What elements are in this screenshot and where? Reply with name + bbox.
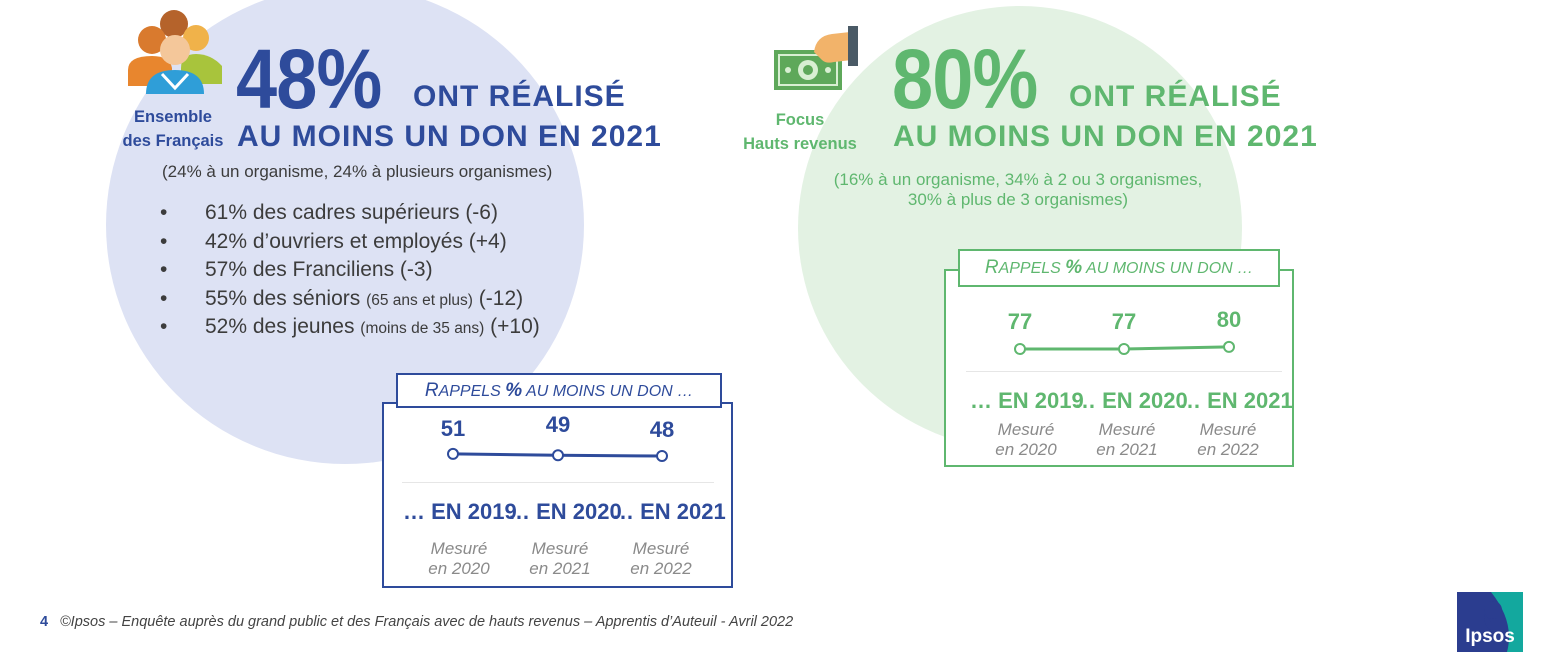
recall-title-rest: APPELS — [998, 260, 1061, 277]
right-headline-text1: ONT RÉALISÉ — [1069, 80, 1282, 113]
people-icon — [126, 8, 226, 100]
right-year-2019: … EN 2019 — [970, 388, 1084, 413]
measured-line2: en 2021 — [1096, 440, 1158, 459]
chart-line — [1123, 345, 1230, 351]
bullet-dot: • — [160, 286, 168, 310]
measured-line1: Mesuré — [430, 539, 488, 558]
bullet-main: 61% des cadres supérieurs — [205, 201, 460, 224]
left-year-2021: … EN 2021 — [612, 499, 726, 524]
recall-title-pct: % — [1065, 257, 1083, 278]
chart-value-label: 48 — [650, 417, 674, 442]
right-segment-label-line1: Focus — [775, 111, 825, 129]
bullet-main: 55% des séniors — [205, 286, 367, 310]
measured-line1: Mesuré — [1098, 420, 1156, 439]
chart-line — [557, 453, 663, 458]
left-headline-percent: 48% — [236, 32, 382, 126]
bullet-item: • 57% des Franciliens (-3) — [160, 258, 540, 287]
recall-title-initial: R — [424, 380, 439, 401]
chart-point — [1014, 343, 1026, 355]
page-number: 4 — [40, 614, 49, 630]
right-headline-text2: AU MOINS UN DON EN 2021 — [893, 120, 1318, 153]
right-detail-line2: 30% à plus de 3 organismes) — [907, 190, 1129, 209]
left-recall-chart: 51 49 48 — [441, 412, 674, 462]
recall-title-pct: % — [505, 380, 523, 401]
bullet-item: • 42% d’ouvriers et employés (+4) — [160, 230, 540, 259]
right-year-2021: … EN 2021 — [1179, 388, 1293, 413]
left-segment-label-line2: des Français — [122, 132, 224, 150]
recall-title-suffix: AU MOINS UN DON … — [526, 383, 694, 400]
right-recall-title: RAPPELS % AU MOINS UN DON … — [958, 249, 1280, 287]
right-segment-label: Focus Hauts revenus — [742, 108, 858, 156]
chart-point — [1223, 340, 1235, 353]
chart-value-label: 49 — [546, 412, 570, 437]
measured-line2: en 2020 — [995, 440, 1057, 459]
ipsos-logo: Ipsos — [1457, 592, 1523, 652]
bullet-small: (65 ans et plus) — [366, 291, 473, 309]
right-headline-percent: 80% — [892, 32, 1038, 126]
right-recall-chart: 77 77 80 — [1008, 307, 1241, 355]
recall-title-rest: APPELS — [438, 383, 501, 400]
measured-line1: Mesuré — [632, 539, 690, 558]
left-year-2020: … EN 2020 — [508, 499, 622, 524]
bullet-small: (moins de 35 ans) — [360, 320, 485, 337]
measured-line1: Mesuré — [1199, 420, 1257, 439]
right-detail: (16% à un organisme, 34% à 2 ou 3 organi… — [800, 170, 1236, 210]
bullet-item: • 52% des jeunes (moins de 35 ans) (+10) — [160, 315, 540, 344]
bullet-tail: (-3) — [394, 258, 433, 281]
left-headline-text2: AU MOINS UN DON EN 2021 — [237, 120, 662, 153]
left-measured-2020: Mesuré en 2020 — [419, 539, 499, 579]
bullet-tail: (+10) — [484, 315, 540, 338]
chart-value-label: 80 — [1217, 307, 1241, 332]
chart-point — [1118, 343, 1130, 355]
left-headline-text1: ONT RÉALISÉ — [413, 80, 626, 113]
bullet-dot: • — [160, 229, 168, 253]
left-segment-label-line1: Ensemble — [134, 108, 212, 126]
chart-value-label: 51 — [441, 416, 465, 441]
recall-title-initial: R — [984, 257, 999, 278]
bullet-item: • 61% des cadres supérieurs (-6) — [160, 201, 540, 230]
right-measured-2020: Mesuré en 2020 — [986, 420, 1066, 460]
measured-line2: en 2022 — [1197, 440, 1259, 459]
right-recall-divider — [966, 371, 1282, 372]
left-detail: (24% à un organisme, 24% à plusieurs org… — [162, 162, 553, 181]
left-measured-2021: Mesuré en 2021 — [520, 539, 600, 579]
right-measured-2022: Mesuré en 2022 — [1188, 420, 1268, 460]
right-segment-label-line2: Hauts revenus — [743, 135, 857, 153]
bullet-main: 52% des jeunes — [205, 315, 361, 338]
left-year-2019: … EN 2019 — [403, 499, 517, 524]
measured-line1: Mesuré — [531, 539, 589, 558]
left-segment-label: Ensemble des Français — [118, 105, 228, 153]
left-bullet-list: • 61% des cadres supérieurs (-6) • 42% d’o… — [160, 201, 540, 344]
measured-line2: en 2022 — [630, 559, 692, 578]
measured-line2: en 2020 — [428, 559, 490, 578]
left-measured-2022: Mesuré en 2022 — [621, 539, 701, 579]
bullet-tail: (-12) — [472, 286, 524, 310]
measured-line1: Mesuré — [997, 420, 1055, 439]
measured-line2: en 2021 — [529, 559, 591, 578]
chart-value-label: 77 — [1008, 309, 1032, 334]
bullet-dot: • — [160, 315, 168, 338]
chart-point — [447, 447, 459, 460]
chart-point — [552, 449, 564, 462]
bullet-main: 42% d’ouvriers et employés — [205, 229, 463, 253]
bullet-tail: (+4) — [462, 229, 507, 253]
bullet-dot: • — [160, 258, 168, 281]
bullet-tail: (-6) — [459, 201, 498, 224]
bullet-dot: • — [160, 201, 168, 224]
right-year-2020: … EN 2020 — [1074, 388, 1188, 413]
chart-line — [452, 452, 559, 457]
bullet-item: • 55% des séniors (65 ans et plus) (-12) — [160, 287, 540, 316]
money-hand-icon — [770, 22, 870, 98]
left-recall-title: RAPPELS % AU MOINS UN DON … — [396, 373, 722, 408]
right-detail-line1: (16% à un organisme, 34% à 2 ou 3 organi… — [833, 170, 1203, 189]
ipsos-logo-text: Ipsos — [1465, 626, 1515, 647]
right-measured-2021: Mesuré en 2021 — [1087, 420, 1167, 460]
chart-value-label: 77 — [1112, 309, 1136, 334]
footer-text: ©Ipsos – Enquête auprès du grand public … — [60, 614, 794, 630]
left-recall-divider — [402, 482, 714, 483]
chart-point — [656, 450, 668, 462]
bullet-main: 57% des Franciliens — [205, 258, 395, 281]
recall-title-suffix: AU MOINS UN DON … — [1086, 260, 1254, 277]
